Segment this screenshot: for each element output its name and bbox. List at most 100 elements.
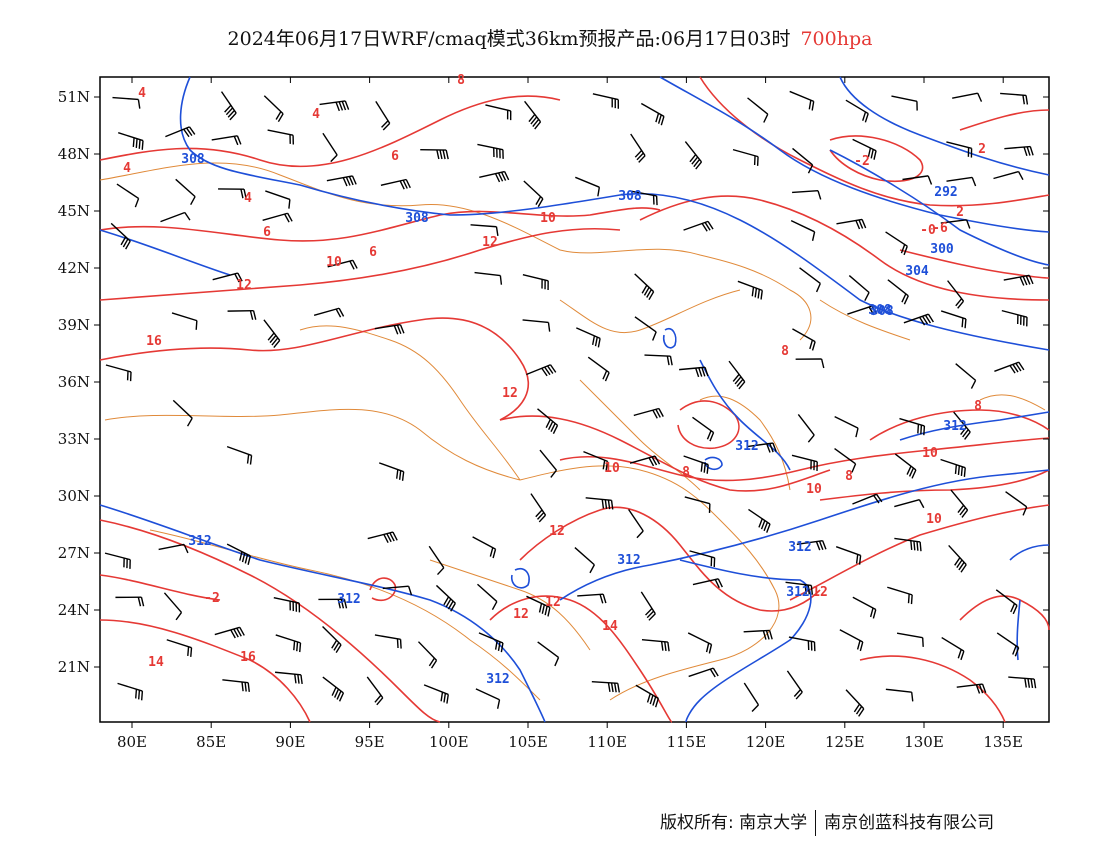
wind-barbs bbox=[104, 90, 1037, 717]
wind-barb bbox=[530, 493, 547, 523]
wind-barb bbox=[117, 682, 144, 701]
wind-barb bbox=[950, 489, 969, 518]
wind-barb bbox=[367, 531, 398, 543]
wind-barb bbox=[472, 536, 497, 559]
lon-label: 115E bbox=[667, 733, 707, 751]
temperature-contour-label: 16 bbox=[146, 334, 162, 349]
wind-barb bbox=[743, 682, 760, 712]
lon-label: 105E bbox=[508, 733, 548, 751]
wind-barb bbox=[679, 366, 709, 378]
wind-barb bbox=[789, 90, 815, 111]
wind-barb bbox=[903, 313, 934, 326]
wind-barb bbox=[105, 364, 132, 382]
wind-barb bbox=[374, 634, 402, 649]
wind-barb bbox=[380, 178, 411, 190]
wind-barb bbox=[220, 91, 237, 121]
wind-barb bbox=[524, 100, 542, 130]
wind-barb bbox=[1008, 676, 1037, 689]
wind-barb bbox=[692, 416, 715, 442]
wind-barb bbox=[644, 354, 673, 366]
temperature-contour-label: 8 bbox=[781, 344, 789, 359]
wind-barb bbox=[522, 319, 551, 332]
wind-barb bbox=[378, 462, 405, 481]
wind-barb bbox=[993, 170, 1024, 181]
wind-barb bbox=[428, 545, 445, 576]
temperature-contour-label: 10 bbox=[326, 255, 342, 270]
wind-barb bbox=[630, 190, 658, 206]
wind-barb bbox=[110, 222, 131, 250]
wind-barb bbox=[836, 218, 867, 230]
wind-barb bbox=[475, 688, 501, 709]
wind-barb bbox=[748, 508, 771, 533]
wind-barb bbox=[576, 327, 601, 348]
wind-barb bbox=[634, 316, 657, 341]
temperature-contour-label: 10 bbox=[540, 211, 556, 226]
wind-barb bbox=[687, 632, 713, 654]
height-contour-label: 308 bbox=[868, 303, 892, 318]
wind-barb bbox=[887, 279, 909, 305]
wind-barb bbox=[417, 641, 438, 669]
height-contour-label: 304 bbox=[905, 264, 929, 279]
wind-barb bbox=[112, 96, 141, 109]
height-contour-label: 312 bbox=[337, 592, 360, 607]
lon-label: 90E bbox=[275, 733, 305, 751]
height-labels: 3083083083082923003043083123123123123123… bbox=[181, 152, 966, 687]
wind-barb bbox=[628, 509, 644, 539]
wind-barb bbox=[262, 212, 293, 223]
wind-barb bbox=[834, 416, 859, 438]
temperature-contour-label: -0 bbox=[920, 223, 936, 238]
longitude-axis: 80E 85E 90E 95E 100E 105E 110E 115E 120E 125E 130E… bbox=[117, 77, 1023, 751]
temperature-contour-label: 10 bbox=[604, 461, 620, 476]
temperature-contour-label: 12 bbox=[812, 585, 828, 600]
wind-barb bbox=[118, 132, 144, 150]
temperature-contour-label: 4 bbox=[138, 86, 146, 101]
wind-barb bbox=[479, 170, 510, 183]
lat-label: 36N bbox=[58, 373, 90, 391]
wind-barb bbox=[322, 132, 338, 163]
wind-barb bbox=[790, 219, 816, 241]
wind-barb bbox=[902, 175, 933, 185]
lat-label: 51N bbox=[58, 88, 90, 106]
height-contour-label: 308 bbox=[181, 152, 205, 167]
wind-barb bbox=[583, 450, 609, 471]
wind-barb bbox=[165, 126, 196, 138]
temperature-contour-label: 16 bbox=[240, 650, 256, 665]
wind-barb bbox=[1005, 491, 1028, 516]
wind-barb bbox=[166, 639, 193, 657]
height-contour-label: 292 bbox=[934, 185, 957, 200]
wind-barb bbox=[1004, 145, 1034, 157]
wind-barb bbox=[797, 414, 815, 443]
wind-barb bbox=[474, 271, 503, 285]
lon-label: 80E bbox=[117, 733, 147, 751]
lat-label: 33N bbox=[58, 430, 90, 448]
temperature-contour-label: 10 bbox=[926, 512, 942, 527]
wind-barb bbox=[941, 636, 965, 661]
wind-barb bbox=[835, 545, 862, 565]
wind-barb bbox=[684, 496, 711, 513]
wind-barb bbox=[683, 220, 714, 232]
wind-barb bbox=[374, 324, 405, 335]
temperature-contour-label: 2 bbox=[978, 142, 986, 157]
wind-barb bbox=[160, 211, 191, 223]
temperature-contour-label: -2 bbox=[854, 154, 870, 169]
wind-barb bbox=[104, 552, 131, 569]
wind-barb bbox=[887, 586, 913, 605]
wind-barb bbox=[1003, 274, 1034, 286]
wind-barb bbox=[896, 632, 924, 647]
wind-barb bbox=[171, 312, 198, 330]
wind-barb bbox=[946, 141, 973, 158]
wind-barb bbox=[226, 543, 251, 566]
wind-barb bbox=[994, 361, 1025, 374]
height-contour-label: 312 bbox=[486, 672, 509, 687]
pressure-level: 700hpa bbox=[800, 28, 873, 50]
wind-barb bbox=[732, 148, 759, 166]
wind-barb bbox=[688, 667, 719, 678]
wind-barb bbox=[948, 544, 967, 573]
wind-barb bbox=[478, 632, 504, 653]
wind-barb bbox=[587, 356, 610, 382]
temperature-contour-label: 8 bbox=[682, 465, 690, 480]
wind-barb bbox=[214, 626, 245, 639]
height-contours bbox=[99, 76, 1050, 723]
wind-barb bbox=[522, 274, 549, 291]
wind-barb bbox=[1000, 92, 1029, 105]
